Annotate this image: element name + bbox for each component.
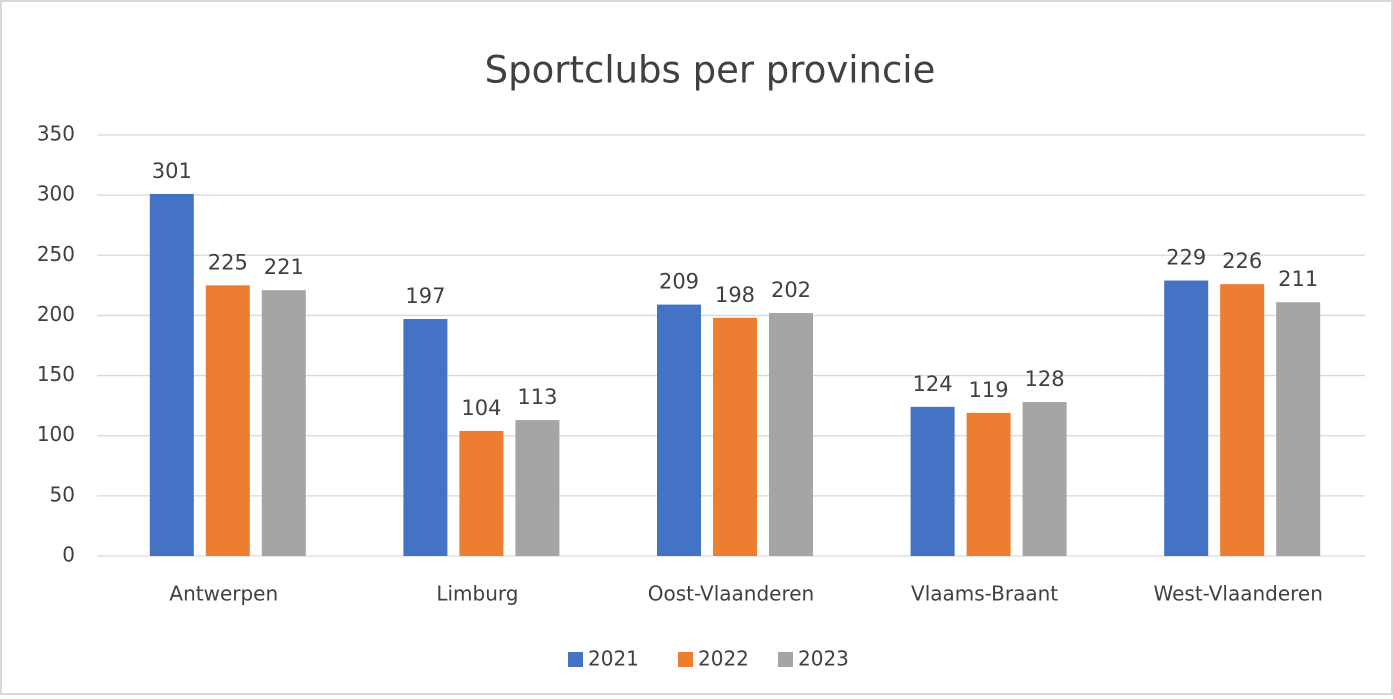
bar — [1220, 284, 1265, 556]
data-label: 225 — [208, 250, 248, 274]
data-label: 124 — [913, 372, 953, 396]
data-label: 209 — [659, 270, 699, 294]
legend-label: 2023 — [798, 647, 849, 671]
y-tick-label: 350 — [37, 122, 75, 146]
bar — [966, 412, 1011, 556]
bar — [403, 319, 448, 556]
bar — [1022, 402, 1067, 556]
bar — [1276, 302, 1321, 556]
data-label: 301 — [152, 159, 192, 183]
x-tick-label: West-Vlaanderen — [1153, 582, 1322, 606]
legend-label: 2021 — [588, 647, 639, 671]
y-tick-label: 300 — [37, 182, 75, 206]
bar — [515, 420, 560, 556]
data-label: 104 — [461, 396, 501, 420]
bar — [261, 290, 306, 556]
bar — [910, 406, 955, 556]
y-tick-label: 0 — [62, 543, 75, 567]
y-tick-label: 100 — [37, 422, 75, 446]
bar — [149, 193, 194, 556]
y-tick-label: 150 — [37, 362, 75, 386]
bar — [205, 285, 250, 556]
data-label: 211 — [1278, 267, 1318, 291]
y-tick-label: 50 — [50, 482, 75, 506]
y-tick-label: 200 — [37, 302, 75, 326]
bar — [459, 430, 504, 556]
data-label: 202 — [771, 278, 811, 302]
data-label: 119 — [969, 378, 1009, 402]
bar — [769, 313, 813, 556]
x-tick-label: Limburg — [436, 582, 518, 606]
x-tick-label: Vlaams-Braant — [911, 582, 1058, 606]
x-tick-label: Antwerpen — [169, 582, 278, 606]
x-tick-label: Oost-Vlaanderen — [648, 582, 814, 606]
data-label: 128 — [1025, 367, 1065, 391]
data-label: 198 — [715, 283, 755, 307]
chart-title: Sportclubs per provincie — [485, 49, 936, 92]
data-label: 229 — [1166, 246, 1206, 270]
y-tick-label: 250 — [37, 242, 75, 266]
data-label: 113 — [517, 385, 557, 409]
data-label: 221 — [264, 255, 304, 279]
data-label: 226 — [1222, 249, 1262, 273]
legend-swatch — [778, 652, 793, 667]
legend-swatch — [568, 652, 583, 667]
data-label: 197 — [405, 284, 445, 308]
legend-label: 2022 — [698, 647, 749, 671]
bar — [657, 304, 701, 556]
bar — [713, 317, 757, 556]
legend-swatch — [678, 652, 693, 667]
bar — [1164, 280, 1209, 556]
